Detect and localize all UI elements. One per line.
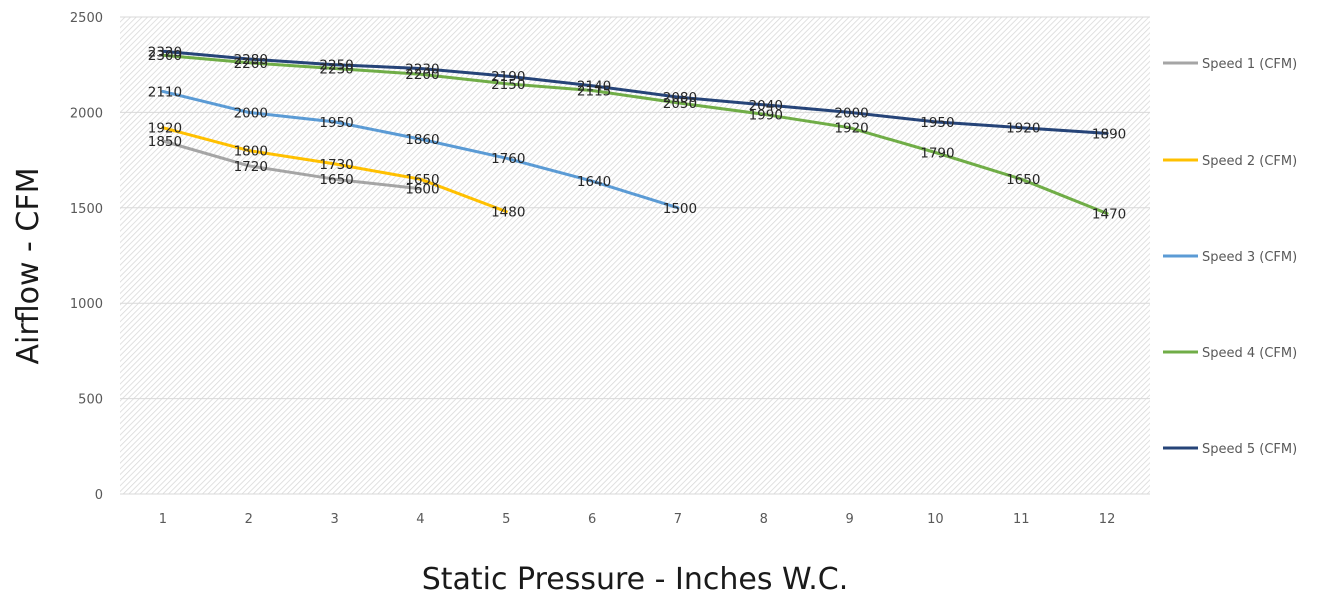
data-label: 2000 — [234, 105, 268, 121]
data-label: 2230 — [319, 62, 353, 78]
x-tick-label: 12 — [1099, 512, 1116, 527]
data-label: 1640 — [577, 174, 611, 190]
legend-label-speed-4: Speed 4 (CFM) — [1202, 346, 1297, 361]
data-label: 1730 — [319, 157, 353, 173]
data-label: 2250 — [319, 58, 353, 74]
data-label: 1860 — [405, 132, 439, 148]
y-tick-label: 1000 — [70, 297, 103, 312]
data-label: 1600 — [405, 182, 439, 198]
data-label: 2320 — [148, 44, 182, 60]
data-label: 1920 — [1006, 121, 1040, 137]
data-label: 2150 — [491, 77, 525, 93]
data-label: 1790 — [920, 145, 954, 161]
series-line-speed-4 — [161, 53, 1109, 215]
y-tick-label: 1500 — [70, 202, 103, 217]
data-label: 1890 — [1092, 126, 1126, 142]
x-tick-label: 1 — [159, 512, 167, 527]
data-label: 1760 — [491, 151, 525, 167]
data-label: 1850 — [148, 134, 182, 150]
series-line-speed-2 — [161, 126, 508, 214]
data-label: 1990 — [749, 107, 783, 123]
data-label: 2280 — [234, 52, 268, 68]
data-label: 1920 — [148, 121, 182, 137]
y-tick-label: 2000 — [70, 106, 103, 121]
x-tick-label: 7 — [674, 512, 682, 527]
data-label: 1470 — [1092, 207, 1126, 223]
x-tick-label: 8 — [760, 512, 768, 527]
data-label: 1650 — [405, 172, 439, 188]
data-label: 2140 — [577, 79, 611, 95]
data-label: 2260 — [234, 56, 268, 72]
data-label: 1800 — [234, 144, 268, 160]
data-label: 1920 — [834, 121, 868, 137]
series-line-speed-5 — [161, 49, 1109, 135]
y-tick-label: 0 — [95, 488, 103, 503]
x-tick-label: 6 — [588, 512, 596, 527]
series-line-speed-1 — [161, 139, 422, 191]
data-label: 2000 — [834, 105, 868, 121]
y-tick-label: 500 — [78, 393, 103, 408]
y-tick-label: 2500 — [70, 11, 103, 26]
data-label: 1950 — [920, 115, 954, 131]
data-label: 2115 — [577, 83, 611, 99]
data-label: 1650 — [319, 172, 353, 188]
legend-label-speed-5: Speed 5 (CFM) — [1202, 442, 1297, 457]
y-axis-title: Airflow - CFM — [11, 168, 46, 365]
x-axis-title: Static Pressure - Inches W.C. — [422, 562, 849, 597]
data-label: 2040 — [749, 98, 783, 114]
x-tick-label: 2 — [245, 512, 253, 527]
data-label: 1950 — [319, 115, 353, 131]
series-line-speed-3 — [161, 89, 680, 210]
data-label: 2080 — [663, 90, 697, 106]
data-label: 2190 — [491, 69, 525, 85]
data-label: 2300 — [148, 48, 182, 64]
plot-area — [120, 17, 1150, 494]
x-tick-label: 9 — [845, 512, 853, 527]
x-tick-label: 4 — [416, 512, 424, 527]
legend-label-speed-3: Speed 3 (CFM) — [1202, 250, 1297, 265]
data-label: 2110 — [148, 84, 182, 100]
data-label: 2200 — [405, 67, 439, 83]
data-label: 1720 — [234, 159, 268, 175]
x-tick-label: 11 — [1013, 512, 1030, 527]
legend-label-speed-1: Speed 1 (CFM) — [1202, 57, 1297, 72]
legend-label-speed-2: Speed 2 (CFM) — [1202, 154, 1297, 169]
x-tick-label: 5 — [502, 512, 510, 527]
x-tick-label: 10 — [927, 512, 944, 527]
data-label: 1480 — [491, 205, 525, 221]
data-label: 2050 — [663, 96, 697, 112]
data-label: 2230 — [405, 62, 439, 78]
data-label: 1650 — [1006, 172, 1040, 188]
data-label: 1500 — [663, 201, 697, 217]
x-tick-label: 3 — [330, 512, 338, 527]
